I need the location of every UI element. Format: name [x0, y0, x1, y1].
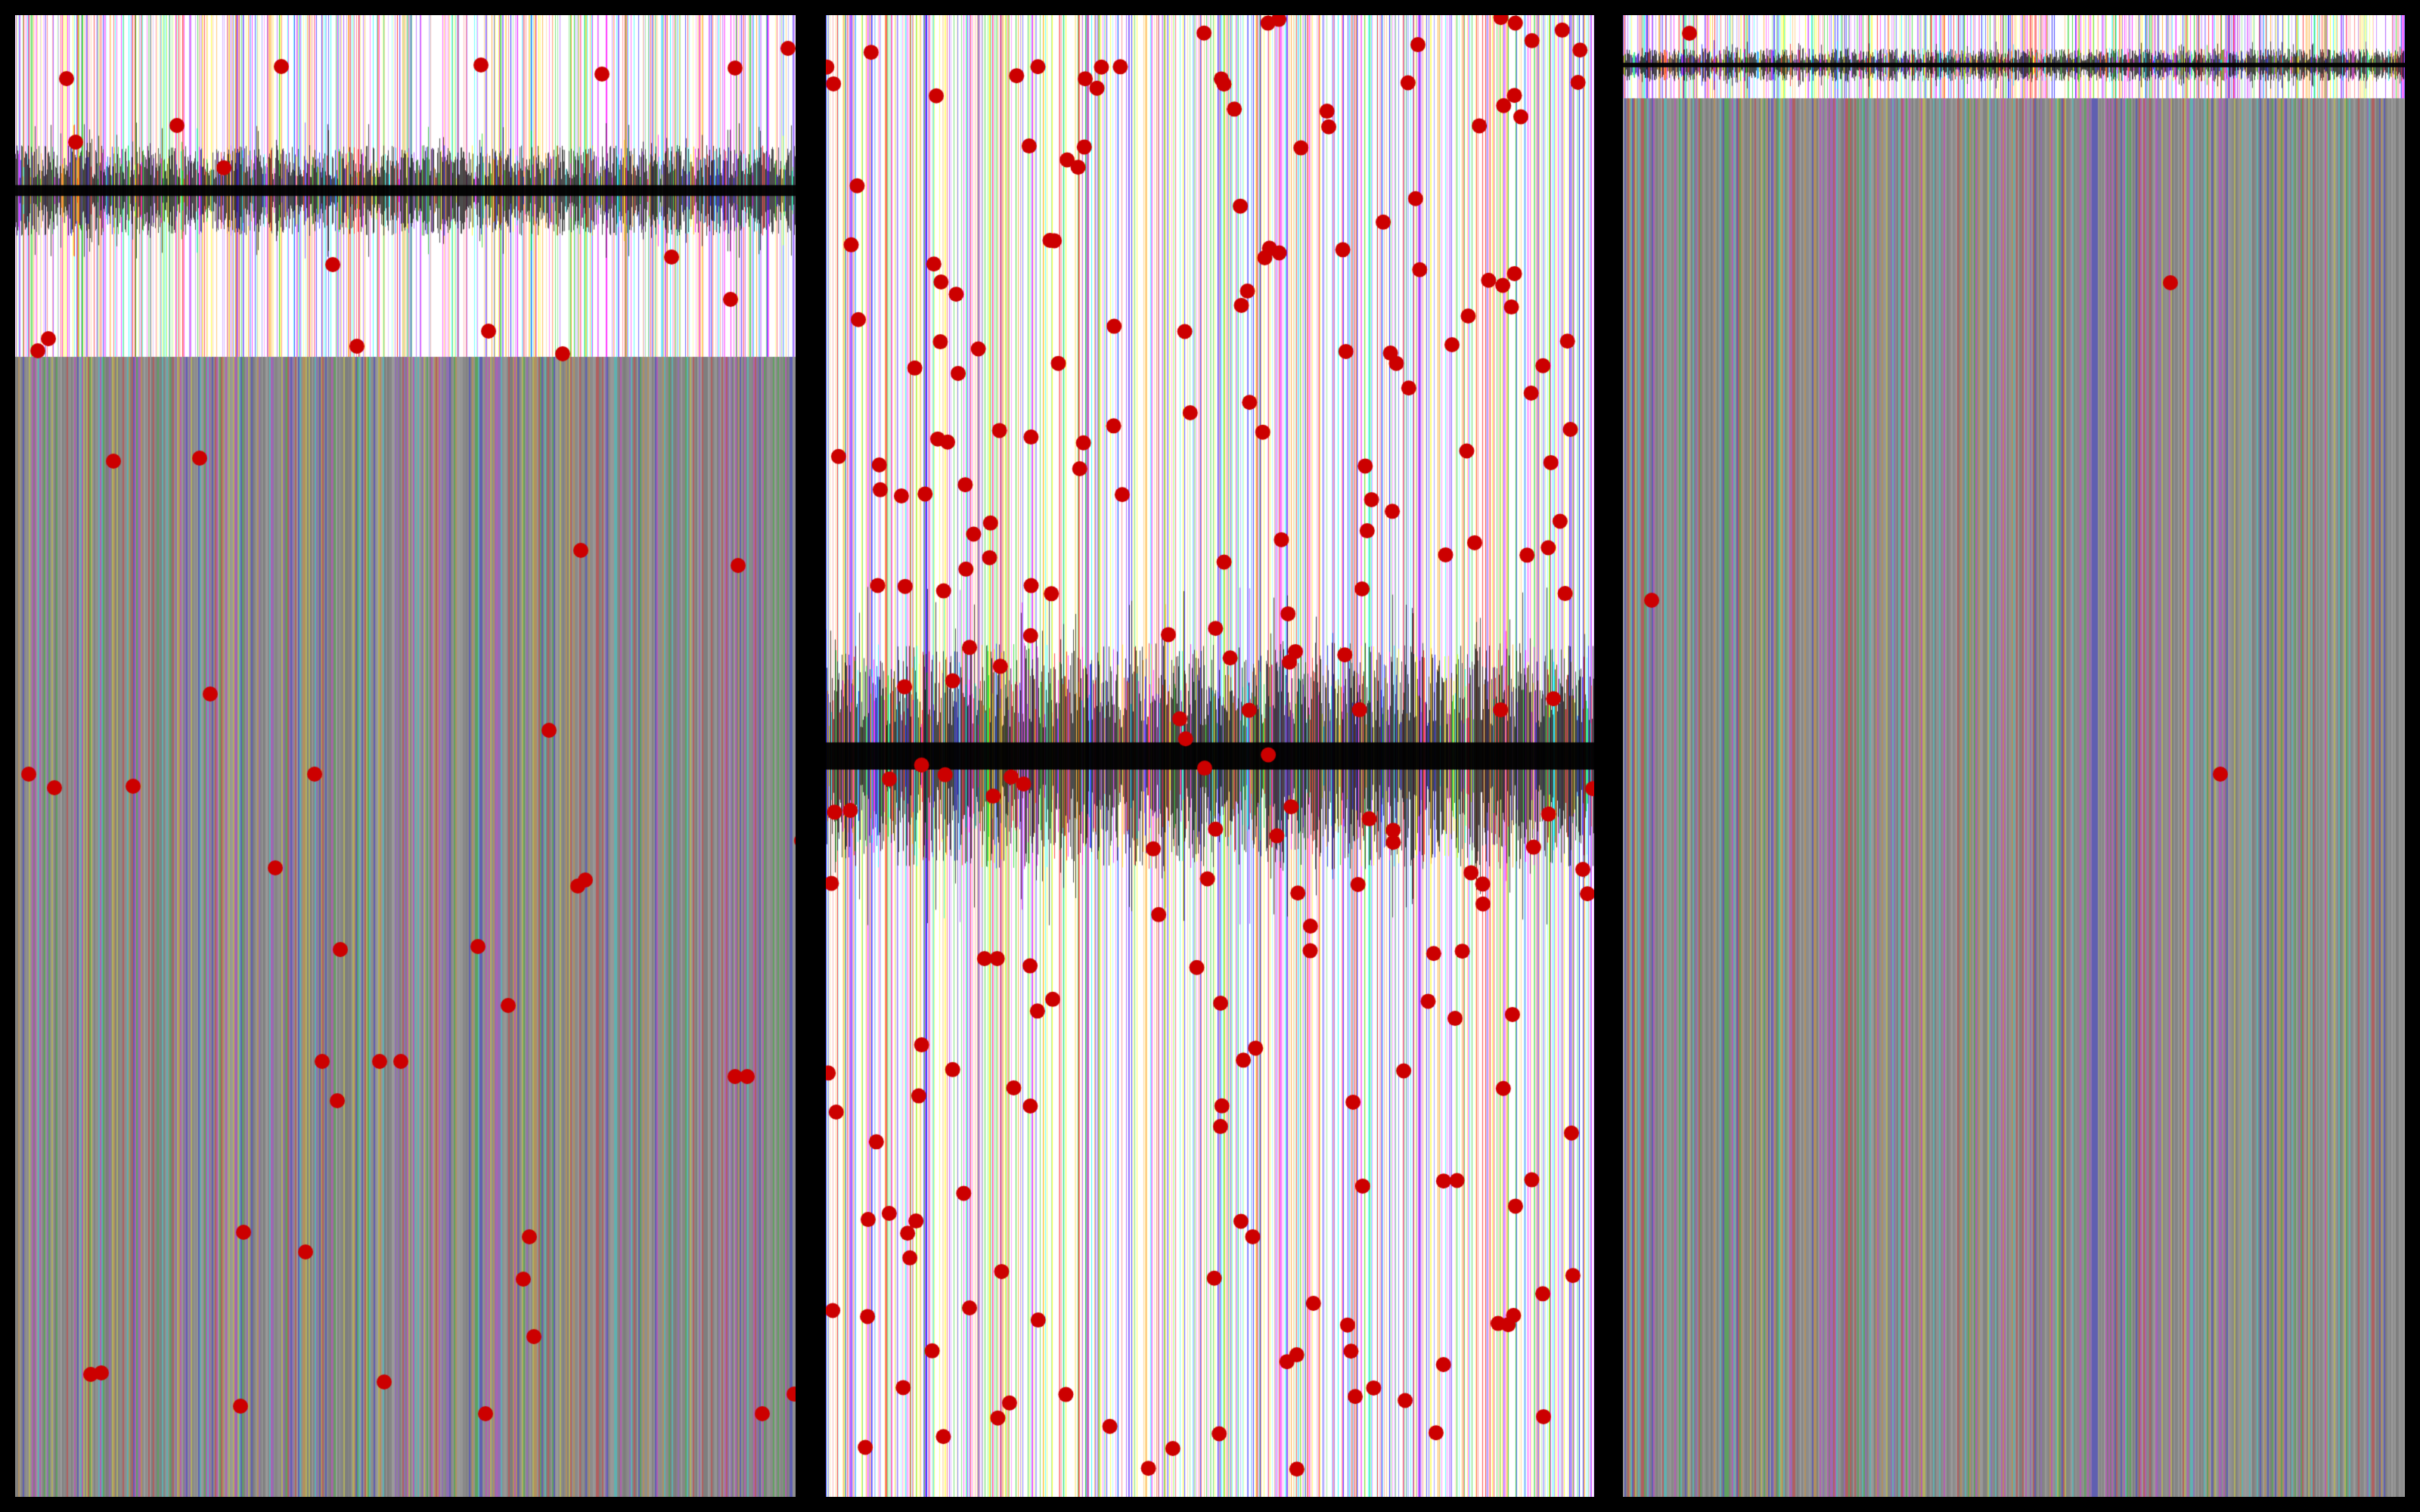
noise-canvas-right [1623, 15, 2405, 1497]
noise-canvas-left [15, 15, 796, 1497]
noise-panel-left [15, 15, 796, 1497]
noise-canvas-middle [826, 15, 1594, 1497]
noise-panel-middle [826, 15, 1594, 1497]
noise-panel-right [1623, 15, 2405, 1497]
